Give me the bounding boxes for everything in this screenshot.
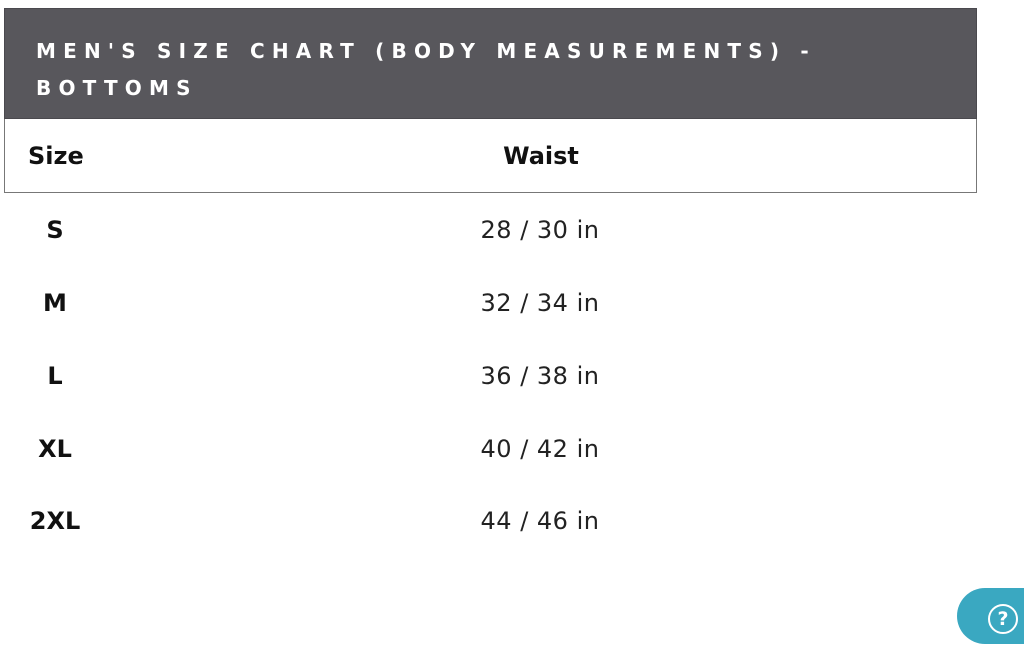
waist-cell: 32 / 34 in xyxy=(480,289,600,317)
waist-cell: 44 / 46 in xyxy=(480,507,600,535)
table-header-row: Size Waist xyxy=(4,119,977,193)
size-cell: S xyxy=(46,216,64,244)
table-row: S 28 / 30 in xyxy=(4,205,977,255)
help-button[interactable]: ? xyxy=(957,588,1024,644)
size-cell: XL xyxy=(38,435,72,463)
question-circle-icon: ? xyxy=(988,604,1018,634)
waist-cell: 28 / 30 in xyxy=(480,216,600,244)
table-row: L 36 / 38 in xyxy=(4,351,977,401)
table-row: XL 40 / 42 in xyxy=(4,424,977,474)
column-header-size: Size xyxy=(28,142,84,170)
size-cell: M xyxy=(43,289,67,317)
column-header-waist: Waist xyxy=(503,142,579,170)
size-cell: L xyxy=(47,362,63,390)
size-cell: 2XL xyxy=(29,507,81,535)
table-row: 2XL 44 / 46 in xyxy=(4,496,977,546)
page-title: MEN'S SIZE CHART (BODY MEASUREMENTS) - B… xyxy=(36,39,816,100)
waist-cell: 36 / 38 in xyxy=(480,362,600,390)
table-row: M 32 / 34 in xyxy=(4,278,977,328)
size-chart-title-bar: MEN'S SIZE CHART (BODY MEASUREMENTS) - B… xyxy=(4,8,977,119)
waist-cell: 40 / 42 in xyxy=(480,435,600,463)
